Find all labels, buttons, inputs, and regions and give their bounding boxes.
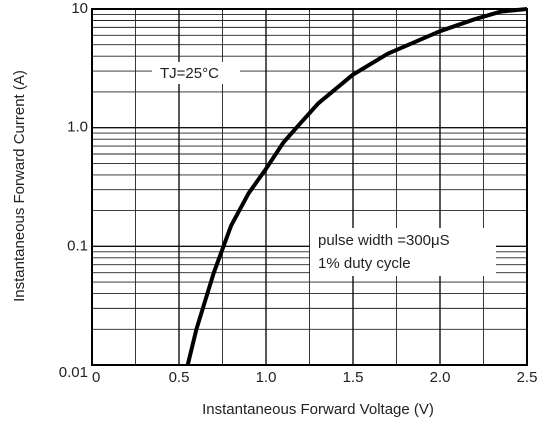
annotation-box	[152, 62, 240, 84]
annotation-box	[310, 228, 496, 276]
y-tick-label: 0.01	[59, 364, 88, 381]
x-axis-label: Instantaneous Forward Voltage (V)	[202, 401, 434, 418]
annotation: pulse width =300μS	[318, 232, 450, 249]
annotation: 1% duty cycle	[318, 255, 411, 272]
y-axis-label: Instantaneous Forward Current (A)	[11, 70, 28, 302]
annotation: TJ=25°C	[160, 65, 219, 82]
x-tick-label: 2.0	[430, 369, 451, 386]
y-tick-label: 0.1	[67, 237, 88, 254]
plot-frame	[91, 8, 528, 366]
x-tick-label: 1.0	[256, 369, 277, 386]
x-tick-label: 0.5	[169, 369, 190, 386]
x-tick-label: 0	[92, 369, 100, 386]
y-tick-label: 1.0	[67, 119, 88, 136]
y-tick-label: 10	[71, 0, 88, 17]
x-tick-label: 1.5	[343, 369, 364, 386]
line	[185, 7, 528, 366]
x-tick-label: 2.5	[517, 369, 538, 386]
